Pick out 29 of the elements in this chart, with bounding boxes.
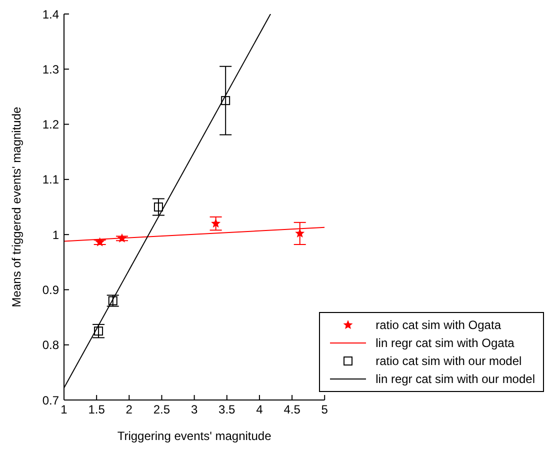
legend-label: lin regr cat sim with Ogata xyxy=(376,336,514,350)
point xyxy=(154,202,163,212)
x-tick-label: 4.5 xyxy=(284,402,301,417)
x-tick-label: 2 xyxy=(126,402,133,417)
x-tick-label: 1.5 xyxy=(88,402,106,417)
x-tick-label: 5 xyxy=(321,402,328,417)
point xyxy=(221,96,230,106)
y-tick-label: 1.2 xyxy=(42,118,60,132)
point xyxy=(117,233,127,242)
x-tick-label: 2.5 xyxy=(153,402,170,417)
legend-label: ratio cat sim with our model xyxy=(376,354,522,368)
point xyxy=(95,237,105,246)
y-tick-label: 0.9 xyxy=(42,282,60,297)
y-tick-label: 0.8 xyxy=(42,338,60,352)
point xyxy=(295,228,305,238)
y-tick-label: 1.1 xyxy=(42,172,60,187)
point xyxy=(94,326,104,336)
point xyxy=(211,218,221,228)
y-tick-label: 1.3 xyxy=(42,62,60,76)
legend-label: ratio cat sim with Ogata xyxy=(376,318,501,332)
y-tick-label: 1 xyxy=(52,228,60,242)
legend-label: lin regr cat sim with our model xyxy=(376,372,535,386)
x-tick-label: 3 xyxy=(190,402,198,417)
x-tick-label: 4 xyxy=(256,402,264,417)
y-tick-label: 1.4 xyxy=(42,7,60,22)
x-tick-label: 3.5 xyxy=(218,402,236,417)
y-tick-label: 0.7 xyxy=(42,393,60,408)
y-axis-title: Means of triggered events' magnitude xyxy=(9,106,24,308)
x-axis-title: Triggering events' magnitude xyxy=(117,429,272,443)
